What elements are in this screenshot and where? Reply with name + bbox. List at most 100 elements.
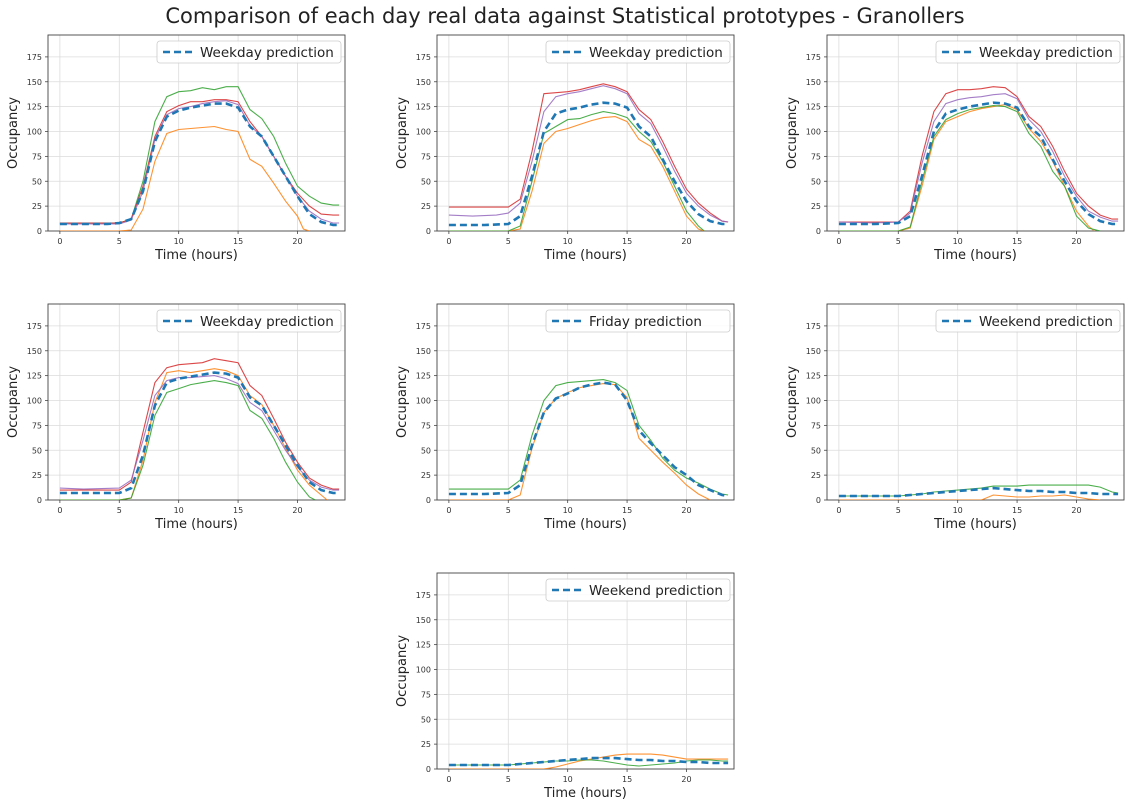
y-tick-label: 0 xyxy=(816,227,821,236)
y-tick-label: 125 xyxy=(806,372,821,381)
subplot-1: 0 5 10 15 20 0 25 50 75 100 125 150 175 Time (hours) O… xyxy=(6,34,346,263)
x-tick-label: 0 xyxy=(836,237,841,246)
x-tick-label: 10 xyxy=(563,237,573,246)
real-data-line-3 xyxy=(448,83,729,223)
y-tick-label: 100 xyxy=(416,666,431,675)
x-tick-label: 5 xyxy=(506,506,511,515)
y-axis-label: Occupancy xyxy=(785,97,800,169)
prediction-line xyxy=(838,486,1119,498)
y-tick-label: 150 xyxy=(27,347,42,356)
y-tick-label: 100 xyxy=(806,397,821,406)
plot-frame xyxy=(826,34,1125,232)
x-axis-label: Time (hours) xyxy=(543,517,627,532)
prediction-line xyxy=(448,381,729,498)
x-tick-label: 20 xyxy=(1071,237,1081,246)
x-axis-label: Time (hours) xyxy=(154,248,238,263)
y-tick-label: 25 xyxy=(421,202,431,211)
y-tick-label: 175 xyxy=(416,322,431,331)
legend-box xyxy=(935,40,1121,64)
real-data-line-2 xyxy=(59,86,340,224)
x-tick-label: 20 xyxy=(681,775,691,784)
x-axis-label: Time (hours) xyxy=(154,517,238,532)
real-data-line-4 xyxy=(838,93,1119,224)
y-tick-label: 125 xyxy=(416,103,431,112)
y-axis-label: Occupancy xyxy=(6,366,21,438)
y-tick-label: 0 xyxy=(816,496,821,505)
y-tick-label: 25 xyxy=(811,202,821,211)
y-tick-label: 175 xyxy=(806,322,821,331)
y-tick-label: 0 xyxy=(426,496,431,505)
legend-label: Weekend prediction xyxy=(589,583,723,599)
subplot-4: 0 5 10 15 20 0 25 50 75 100 125 150 175 Time (hours) O… xyxy=(6,303,346,532)
legend-box xyxy=(545,578,731,602)
legend: Weekend prediction xyxy=(545,578,731,602)
plot-area xyxy=(838,86,1119,231)
x-tick-label: 20 xyxy=(681,506,691,515)
legend-box xyxy=(935,309,1121,333)
real-data-line-2 xyxy=(448,111,705,231)
y-tick-label: 100 xyxy=(416,128,431,137)
figure-title: Comparison of each day real data against… xyxy=(165,4,965,28)
x-tick-label: 20 xyxy=(681,237,691,246)
y-tick-label: 150 xyxy=(416,616,431,625)
plot-frame xyxy=(47,34,346,232)
x-tick-label: 0 xyxy=(446,506,451,515)
legend-box xyxy=(545,309,731,333)
x-tick-label: 15 xyxy=(233,237,243,246)
y-tick-label: 150 xyxy=(27,78,42,87)
legend-box xyxy=(156,309,342,333)
x-tick-label: 5 xyxy=(896,237,901,246)
real-data-line-1 xyxy=(448,753,729,769)
legend-label: Weekday prediction xyxy=(200,314,334,330)
x-tick-label: 10 xyxy=(953,237,963,246)
y-tick-label: 50 xyxy=(421,446,431,455)
x-axis-label: Time (hours) xyxy=(933,517,1017,532)
subplot-5: 0 5 10 15 20 0 25 50 75 100 125 150 175 Time (hours) O… xyxy=(395,303,735,532)
x-tick-label: 15 xyxy=(622,775,632,784)
x-tick-label: 20 xyxy=(292,237,302,246)
y-tick-label: 75 xyxy=(32,421,42,430)
y-tick-label: 125 xyxy=(416,372,431,381)
y-axis-label: Occupancy xyxy=(395,366,410,438)
real-data-line-4 xyxy=(448,85,729,223)
plot-frame xyxy=(436,34,735,232)
y-tick-label: 50 xyxy=(421,177,431,186)
x-tick-label: 10 xyxy=(563,775,573,784)
y-tick-label: 150 xyxy=(806,347,821,356)
y-tick-label: 25 xyxy=(421,740,431,749)
y-tick-label: 150 xyxy=(806,78,821,87)
y-axis-label: Occupancy xyxy=(395,635,410,707)
y-tick-label: 100 xyxy=(27,397,42,406)
x-tick-label: 5 xyxy=(506,775,511,784)
plot-frame xyxy=(826,303,1125,501)
x-axis-label: Time (hours) xyxy=(543,786,627,800)
plot-area xyxy=(448,753,729,769)
x-tick-label: 5 xyxy=(506,237,511,246)
legend-label: Weekday prediction xyxy=(200,45,334,61)
legend: Weekday prediction xyxy=(156,40,342,64)
y-tick-label: 75 xyxy=(421,690,431,699)
y-tick-label: 125 xyxy=(806,103,821,112)
y-tick-label: 125 xyxy=(27,103,42,112)
x-tick-label: 20 xyxy=(1071,506,1081,515)
prediction-line xyxy=(448,101,729,227)
y-tick-label: 0 xyxy=(426,227,431,236)
prediction-line xyxy=(448,756,729,767)
y-tick-label: 75 xyxy=(811,152,821,161)
y-tick-label: 0 xyxy=(37,496,42,505)
real-data-line-2 xyxy=(59,380,316,500)
y-tick-label: 125 xyxy=(416,641,431,650)
y-tick-label: 150 xyxy=(416,347,431,356)
legend-box xyxy=(156,40,342,64)
legend: Weekday prediction xyxy=(156,309,342,333)
plot-frame xyxy=(436,572,735,770)
y-tick-label: 50 xyxy=(32,177,42,186)
legend: Weekend prediction xyxy=(935,309,1121,333)
x-tick-label: 0 xyxy=(446,775,451,784)
legend: Weekday prediction xyxy=(935,40,1121,64)
x-tick-label: 0 xyxy=(57,237,62,246)
y-tick-label: 75 xyxy=(421,152,431,161)
y-tick-label: 175 xyxy=(416,53,431,62)
real-data-line-3 xyxy=(59,358,340,491)
x-tick-label: 0 xyxy=(57,506,62,515)
